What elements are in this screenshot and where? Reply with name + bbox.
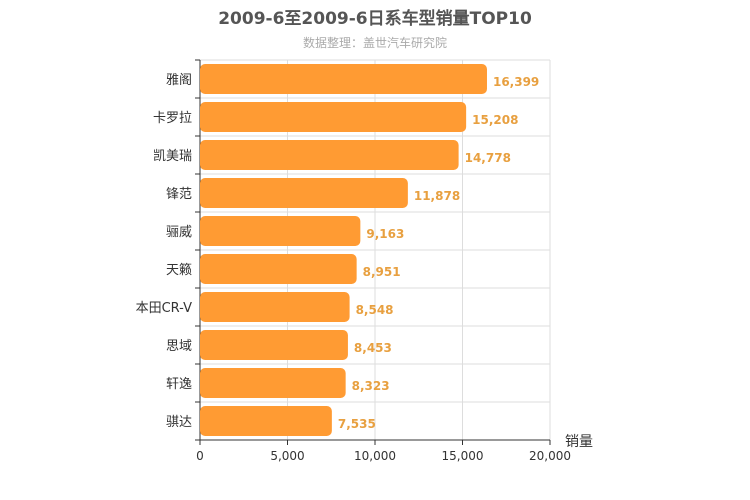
x-tick-label: 20,000 xyxy=(529,449,571,463)
x-axis-title: 销量 xyxy=(565,434,593,450)
category-label: 卡罗拉 xyxy=(153,111,192,126)
bar xyxy=(200,292,350,322)
category-label: 骊威 xyxy=(166,225,192,240)
data-label: 7,535 xyxy=(338,417,376,431)
category-label: 锋范 xyxy=(166,187,192,202)
bar xyxy=(200,178,408,208)
data-label: 9,163 xyxy=(366,227,404,241)
data-label: 15,208 xyxy=(472,113,518,127)
data-label: 14,778 xyxy=(465,151,511,165)
bar xyxy=(200,406,332,436)
category-label: 本田CR-V xyxy=(136,301,193,316)
x-tick-label: 10,000 xyxy=(354,449,396,463)
bar xyxy=(200,64,487,94)
data-label: 16,399 xyxy=(493,75,539,89)
bar xyxy=(200,254,357,284)
category-label: 雅阁 xyxy=(166,73,192,88)
data-label: 8,548 xyxy=(356,303,394,317)
bar xyxy=(200,330,348,360)
category-label: 凯美瑞 xyxy=(153,149,192,164)
bar xyxy=(200,140,459,170)
bars xyxy=(200,64,487,436)
chart-title: 2009-6至2009-6日系车型销量TOP10 xyxy=(218,8,532,29)
category-label: 天籁 xyxy=(166,263,192,278)
bar xyxy=(200,216,361,246)
bar xyxy=(200,368,346,398)
category-label: 思域 xyxy=(166,339,192,354)
data-label: 8,323 xyxy=(352,379,390,393)
chart-subtitle: 数据整理：盖世汽车研究院 xyxy=(303,35,447,50)
x-tick-label: 5,000 xyxy=(270,449,304,463)
x-tick-label: 0 xyxy=(196,449,204,463)
data-label: 8,951 xyxy=(363,265,401,279)
bar xyxy=(200,102,467,132)
category-label: 骐达 xyxy=(166,415,192,430)
data-label: 8,453 xyxy=(354,341,392,355)
x-tick-label: 15,000 xyxy=(442,449,484,463)
data-label: 11,878 xyxy=(414,189,460,203)
category-label: 轩逸 xyxy=(166,377,192,392)
labels: 0 5,000 10,000 15,000 20,000 雅阁 16,399 卡罗拉 15,20… xyxy=(136,73,571,463)
